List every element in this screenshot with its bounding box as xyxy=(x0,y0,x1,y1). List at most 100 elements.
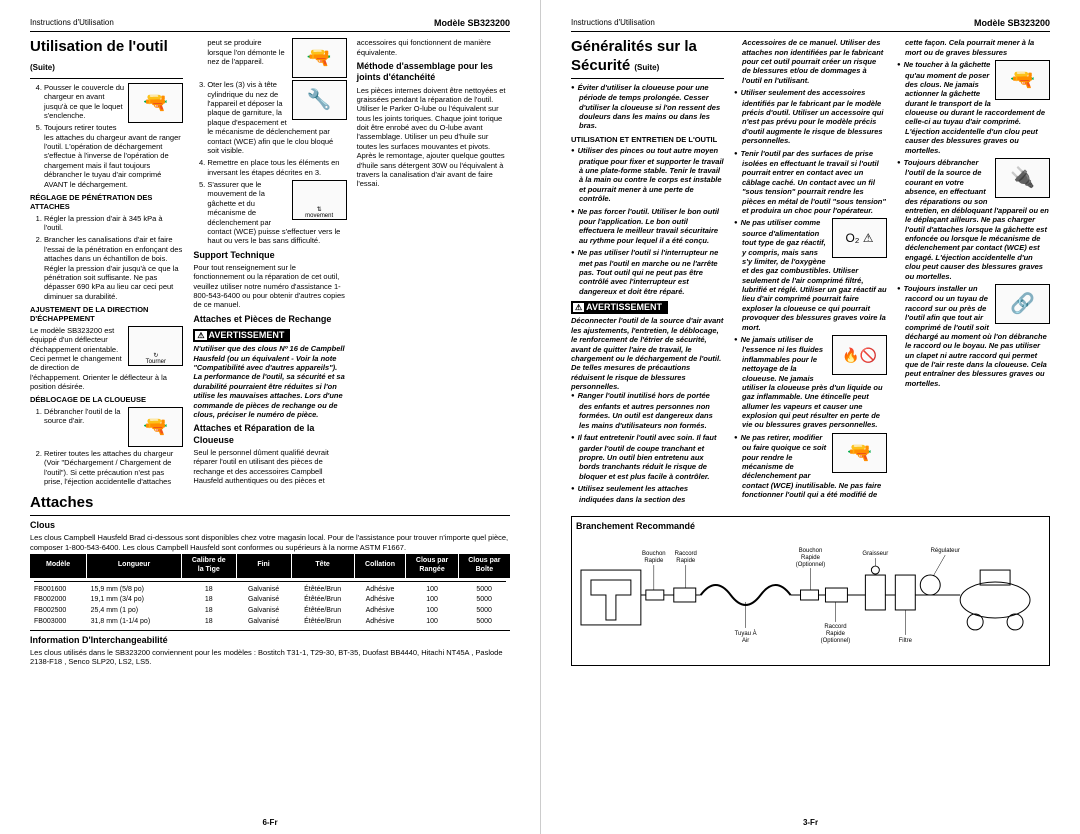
fig-deb1-icon: 🔫 xyxy=(128,407,183,447)
right-columns: Généralités sur la Sécurité (Suite) Évit… xyxy=(571,38,1050,508)
movement-label: movement xyxy=(305,213,333,219)
table-cell: 18 xyxy=(181,585,236,596)
table-cell: 5000 xyxy=(458,585,510,596)
deb-4: Remettre en place tous les éléments en i… xyxy=(207,158,346,177)
table-cell: 5000 xyxy=(458,606,510,617)
svg-text:Air: Air xyxy=(742,637,749,643)
clous-table: ModèleLongueurCalibre dela TigeFiniTêteC… xyxy=(30,554,510,628)
u1: Utiliser des pinces ou tout autre moyen … xyxy=(579,146,724,203)
u7: Utiliser seulement des accessoires ident… xyxy=(742,88,887,145)
reg-step-2: Brancher les canalisations d'air et fair… xyxy=(44,235,183,301)
avertissement-badge-2: AVERTISSEMENT xyxy=(571,301,668,314)
avert2-text: Déconnecter l'outil de la source d'air a… xyxy=(571,316,724,391)
fig-deb5-icon: ⇅movement xyxy=(292,180,347,220)
table-cell: 5000 xyxy=(458,595,510,606)
table-cell: Galvanisé xyxy=(236,617,291,628)
table-cell: 15,9 mm (5/8 po) xyxy=(87,585,182,596)
table-row: FB00300031,8 mm (1-1/4 po)18GalvaniséÉtê… xyxy=(30,617,510,628)
svg-text:Régulateur: Régulateur xyxy=(931,548,960,554)
securite-bullets-1: Éviter d'utiliser la cloueuse pour une p… xyxy=(571,83,724,131)
svg-text:(Optionnel): (Optionnel) xyxy=(821,637,851,643)
u3: Ne pas utiliser l'outil si l'interrupteu… xyxy=(579,248,724,296)
svg-text:Raccord: Raccord xyxy=(824,623,846,629)
svg-text:Rapide: Rapide xyxy=(801,555,821,561)
header-left: Instructions d'Utilisation Modèle SB3232… xyxy=(30,18,510,32)
reg-step-1: Régler la pression d'air à 345 kPa à l'o… xyxy=(44,214,183,233)
table-cell: FB002000 xyxy=(30,595,87,606)
h1-suite: (Suite) xyxy=(30,63,55,72)
u5: Il faut entretenir l'outil avec soin. Il… xyxy=(579,433,724,481)
u2: Ne pas forcer l'outil. Utiliser le bon o… xyxy=(579,207,724,246)
left-columns: Utilisation de l'outil (Suite) 🔫 Pousser… xyxy=(30,38,510,488)
avertissement-text: N'utiliser que des clous Nº 16 de Campbe… xyxy=(193,344,346,419)
svg-text:Rapide: Rapide xyxy=(676,558,696,564)
table-cell: FB001600 xyxy=(30,585,87,596)
deblocage-heading: DÉBLOCAGE DE LA CLOUEUSE xyxy=(30,395,183,404)
securite-heading: Généralités sur la Sécurité (Suite) xyxy=(571,38,724,79)
svg-text:(Optionnel): (Optionnel) xyxy=(796,562,826,568)
table-header: Calibre dela Tige xyxy=(181,554,236,578)
fig-coupling-icon: 🔗 xyxy=(995,284,1050,324)
table-cell: Adhésive xyxy=(354,617,406,628)
lbl-bouchon-rapide: Bouchon xyxy=(642,551,666,557)
table-cell: FB002500 xyxy=(30,606,87,617)
svg-text:Bouchon: Bouchon xyxy=(799,548,823,554)
u8: Tenir l'outil par des surfaces de prise … xyxy=(742,149,887,216)
fig-chargeur-icon: 🔫 xyxy=(128,83,183,123)
fig-gas-icon: O₂ ⚠ xyxy=(832,218,887,258)
attaches-heading: Attaches xyxy=(30,494,510,516)
table-cell: FB003000 xyxy=(30,617,87,628)
branchement-box: Branchement Recommandé Bouchon Rapide Ra… xyxy=(571,516,1050,666)
page-number-left: 6-Fr xyxy=(262,818,277,828)
header-model-r: Modèle SB323200 xyxy=(974,18,1050,29)
svg-text:Tuyau À: Tuyau À xyxy=(735,629,757,636)
table-cell: 100 xyxy=(406,585,458,596)
table-cell: Étêtée/Brun xyxy=(291,606,354,617)
fig-disconnect-icon: 🔌 xyxy=(995,158,1050,198)
table-cell: 5000 xyxy=(458,617,510,628)
table-header: Longueur xyxy=(87,554,182,578)
svg-text:Graisseur: Graisseur xyxy=(862,551,888,557)
methode-heading: Méthode d'assemblage pour les joints d'é… xyxy=(357,61,510,84)
table-cell: 100 xyxy=(406,617,458,628)
reglage-steps: Régler la pression d'air à 345 kPa à l'o… xyxy=(30,214,183,301)
table-row: FB00200019,1 mm (3/4 po)18GalvaniséÉtêté… xyxy=(30,595,510,606)
fig-deb3-icon: 🔧 xyxy=(292,80,347,120)
svg-text:Rapide: Rapide xyxy=(826,630,846,636)
attaches-section: Attaches Clous Les clous Campbell Hausfe… xyxy=(30,494,510,666)
page-number-right: 3-Fr xyxy=(803,818,818,828)
page-right: Instructions d'Utilisation Modèle SB3232… xyxy=(540,0,1080,834)
table-header: Modèle xyxy=(30,554,87,578)
table-cell: 19,1 mm (3/4 po) xyxy=(87,595,182,606)
sec-h1-suite: (Suite) xyxy=(634,63,659,72)
table-cell: Galvanisé xyxy=(236,606,291,617)
svg-text:Raccord: Raccord xyxy=(675,551,697,557)
utilisation-entretien-heading: UTILISATION ET ENTRETIEN DE L'OUTIL xyxy=(571,135,724,144)
page-left: Instructions d'Utilisation Modèle SB3232… xyxy=(0,0,540,834)
b-eviter: Éviter d'utiliser la cloueuse pour une p… xyxy=(579,83,724,131)
branchement-title: Branchement Recommandé xyxy=(576,521,1045,532)
u4: Ranger l'outil inutilisé hors de portée … xyxy=(579,391,724,430)
table-header: Clous parBoîte xyxy=(458,554,510,578)
header-instructions: Instructions d'Utilisation xyxy=(30,18,114,29)
table-cell: Étêtée/Brun xyxy=(291,617,354,628)
table-cell: 100 xyxy=(406,606,458,617)
support-heading: Support Technique xyxy=(193,250,346,261)
clous-text: Les clous Campbell Hausfeld Brad ci-dess… xyxy=(30,533,510,552)
reparation-heading: Attaches et Réparation de la Cloueuse xyxy=(193,423,346,446)
fig-tourner-icon: ↻Tourner xyxy=(128,326,183,366)
fig-wce-icon: 🔫 xyxy=(832,433,887,473)
ajustement-heading: AJUSTEMENT DE LA DIRECTION D'ÉCHAPPEMENT xyxy=(30,305,183,324)
table-cell: Adhésive xyxy=(354,585,406,596)
fig-trigger-icon: 🔫 xyxy=(995,60,1050,100)
info-text: Les clous utilisés dans le SB323200 conv… xyxy=(30,648,510,667)
table-cell: Adhésive xyxy=(354,606,406,617)
table-header: Clous parRangée xyxy=(406,554,458,578)
table-cell: 100 xyxy=(406,595,458,606)
u11a: Ne pas retirer, modifier ou faire quoiqu… xyxy=(741,433,827,481)
table-row: FB00160015,9 mm (5/8 po)18GalvaniséÉtêté… xyxy=(30,585,510,596)
header-model: Modèle SB323200 xyxy=(434,18,510,29)
clous-heading: Clous xyxy=(30,520,510,531)
reglage-heading: RÉGLAGE DE PÉNÉTRATION DES ATTACHES xyxy=(30,193,183,212)
attaches-rechange-heading: Attaches et Pièces de Rechange xyxy=(193,314,346,325)
